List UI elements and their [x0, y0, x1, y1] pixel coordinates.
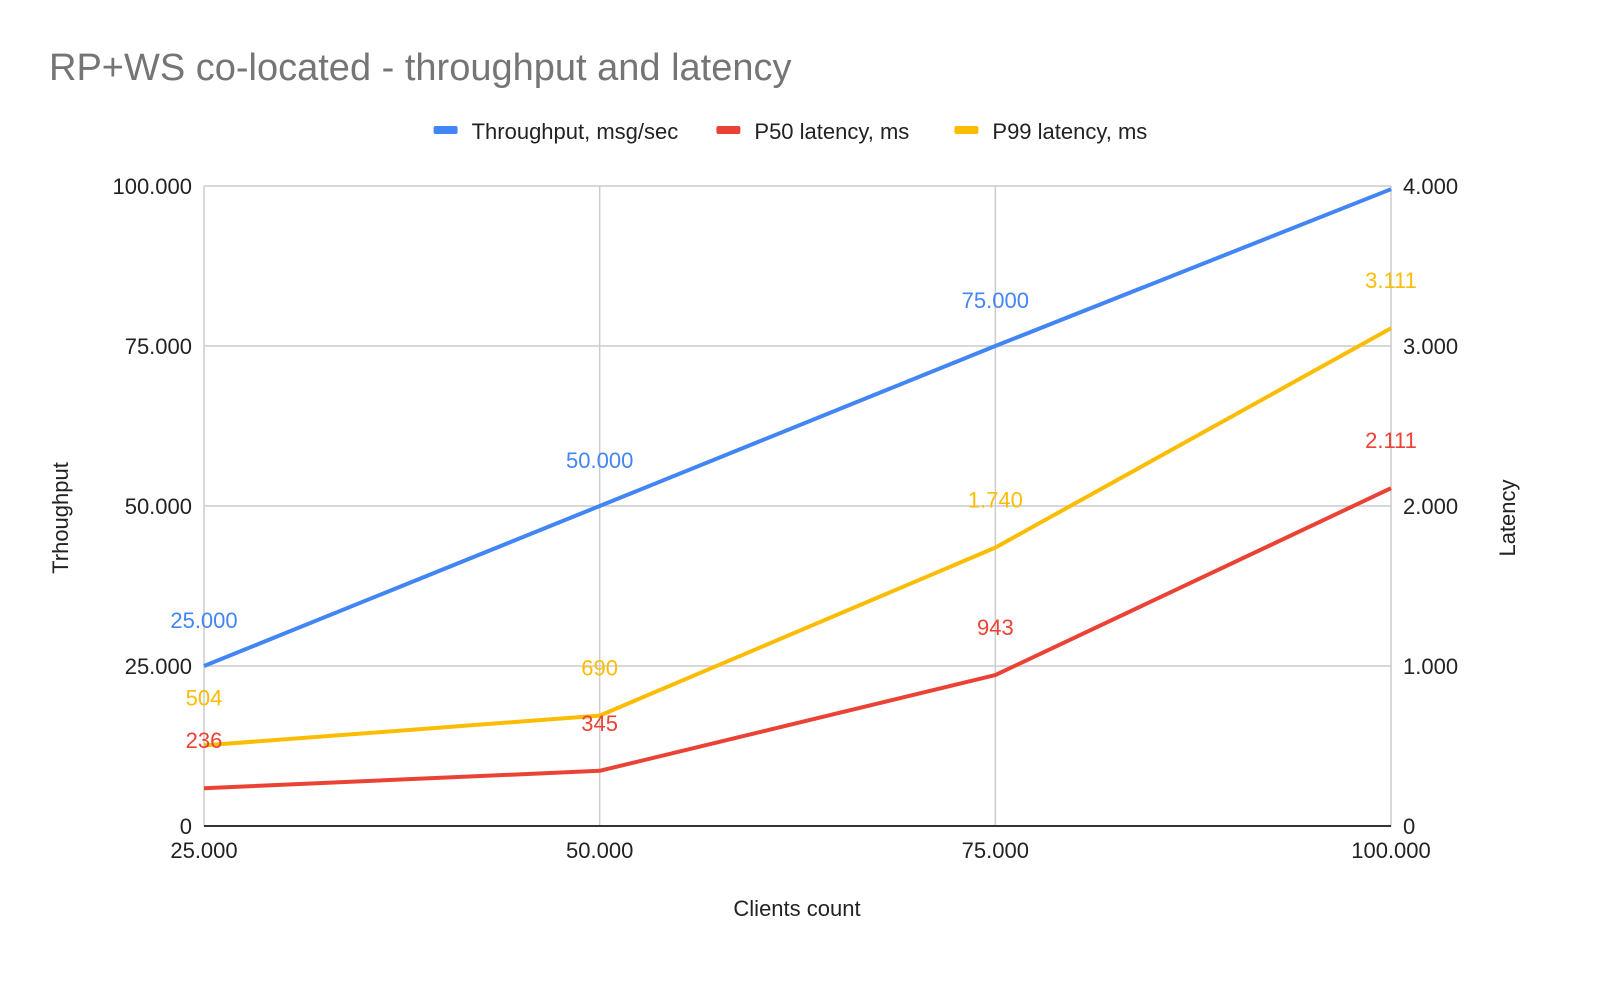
y-left-tick-label: 50.000: [125, 494, 192, 519]
legend-label: P99 latency, ms: [992, 119, 1147, 144]
data-label: 943: [977, 615, 1014, 640]
data-label: 345: [581, 711, 618, 736]
y-right-tick-label: 3.000: [1403, 334, 1458, 359]
y-axis-left-title: Trhoughput: [48, 462, 73, 574]
y-left-tick-label: 25.000: [125, 654, 192, 679]
series-line-p50-latency-ms: [203, 486, 1392, 791]
data-label: 2.111: [1365, 428, 1417, 453]
data-label: 75.000: [962, 288, 1029, 313]
data-label-layer: 25.000 50.000 75.000 236 345 943 2.111 504 690 1.…: [170, 268, 1417, 753]
data-label: 1.740: [968, 488, 1023, 513]
legend-label: Throughput, msg/sec: [472, 119, 679, 144]
data-label: 3.111: [1365, 268, 1417, 293]
chart-title: RP+WS co-located - throughput and latenc…: [49, 47, 791, 89]
series-layer: [203, 187, 1392, 791]
y-left-tick-label: 100.000: [112, 174, 192, 199]
legend: Throughput, msg/sec P50 latency, ms P99 la…: [433, 119, 1147, 144]
y-left-tick-label: 75.000: [125, 334, 192, 359]
series-line-p99-latency-ms: [203, 326, 1392, 748]
data-label: 50.000: [566, 448, 633, 473]
legend-swatch: [716, 126, 741, 134]
y-right-tick-label: 0: [1403, 814, 1415, 839]
x-tick-label: 75.000: [962, 838, 1029, 863]
x-axis-title: Clients count: [733, 896, 860, 921]
y-left-tick-label: 0: [180, 814, 192, 839]
x-tick-label: 100.000: [1351, 838, 1431, 863]
data-label: 504: [186, 685, 223, 710]
legend-swatch: [433, 126, 458, 134]
legend-swatch: [954, 126, 979, 134]
data-label: 236: [186, 728, 223, 753]
data-label: 25.000: [170, 608, 237, 633]
y-axis-right-title: Latency: [1495, 479, 1520, 556]
y-right-tick-label: 2.000: [1403, 494, 1458, 519]
data-label: 690: [581, 656, 618, 681]
y-right-tick-label: 4.000: [1403, 174, 1458, 199]
legend-label: P50 latency, ms: [754, 119, 909, 144]
series-line-throughput-msg-sec: [203, 187, 1392, 668]
y-right-tick-label: 1.000: [1403, 654, 1458, 679]
x-tick-label: 50.000: [566, 838, 633, 863]
x-tick-label: 25.000: [170, 838, 237, 863]
